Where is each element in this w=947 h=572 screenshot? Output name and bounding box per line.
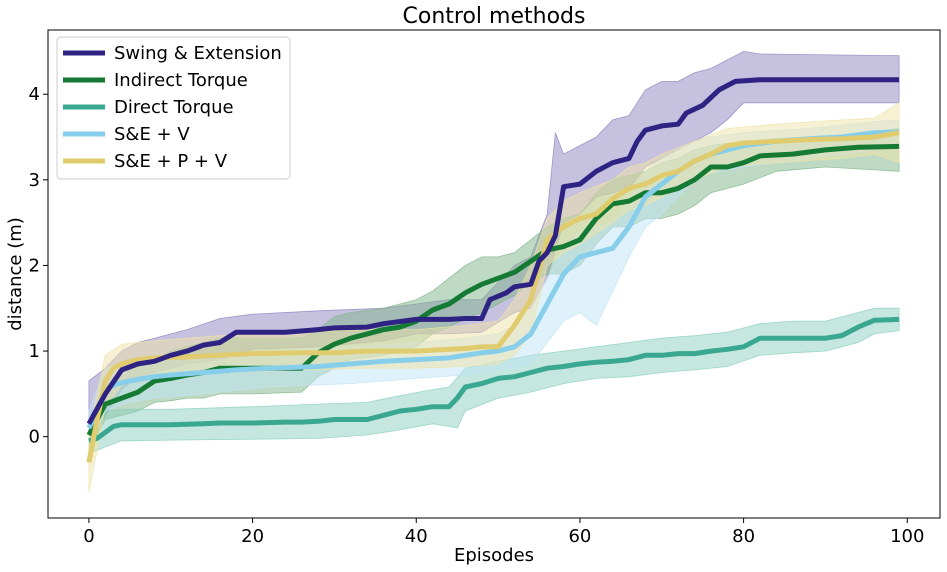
line-series-2	[88, 316, 900, 444]
x-tick-label: 0	[83, 526, 94, 547]
chart-title: Control methods	[403, 4, 586, 29]
line-series-0	[86, 77, 900, 426]
y-tick-label: 0	[29, 427, 40, 448]
y-tick-label: 2	[29, 255, 40, 276]
legend-label-3: S&E + V	[114, 124, 190, 145]
x-tick-label: 20	[241, 526, 264, 547]
y-axis-label: distance (m)	[5, 217, 26, 331]
legend: Swing & Extension Indirect Torque Direct T…	[56, 36, 291, 180]
legend-label-2: Direct Torque	[114, 97, 234, 118]
plot-frame	[47, 29, 941, 519]
legend-box	[56, 36, 291, 180]
y-tick-label: 3	[29, 170, 40, 191]
x-tick-label: 100	[890, 526, 924, 547]
x-axis-label: Episodes	[454, 545, 534, 566]
legend-label-1: Indirect Torque	[114, 70, 248, 91]
y-tick-label: 4	[29, 84, 40, 105]
legend-label-4: S&E + P + V	[114, 151, 228, 172]
line-series-3	[86, 129, 900, 430]
x-tick-label: 80	[732, 526, 755, 547]
x-tick-label: 60	[568, 526, 591, 547]
legend-label-0: Swing & Extension	[114, 43, 282, 64]
y-tick-label: 1	[29, 341, 40, 362]
x-tick-label: 40	[405, 526, 428, 547]
axes: 0 20 40 60 80 100 0 1 2 3 4	[29, 29, 941, 547]
series-lines	[86, 77, 900, 463]
